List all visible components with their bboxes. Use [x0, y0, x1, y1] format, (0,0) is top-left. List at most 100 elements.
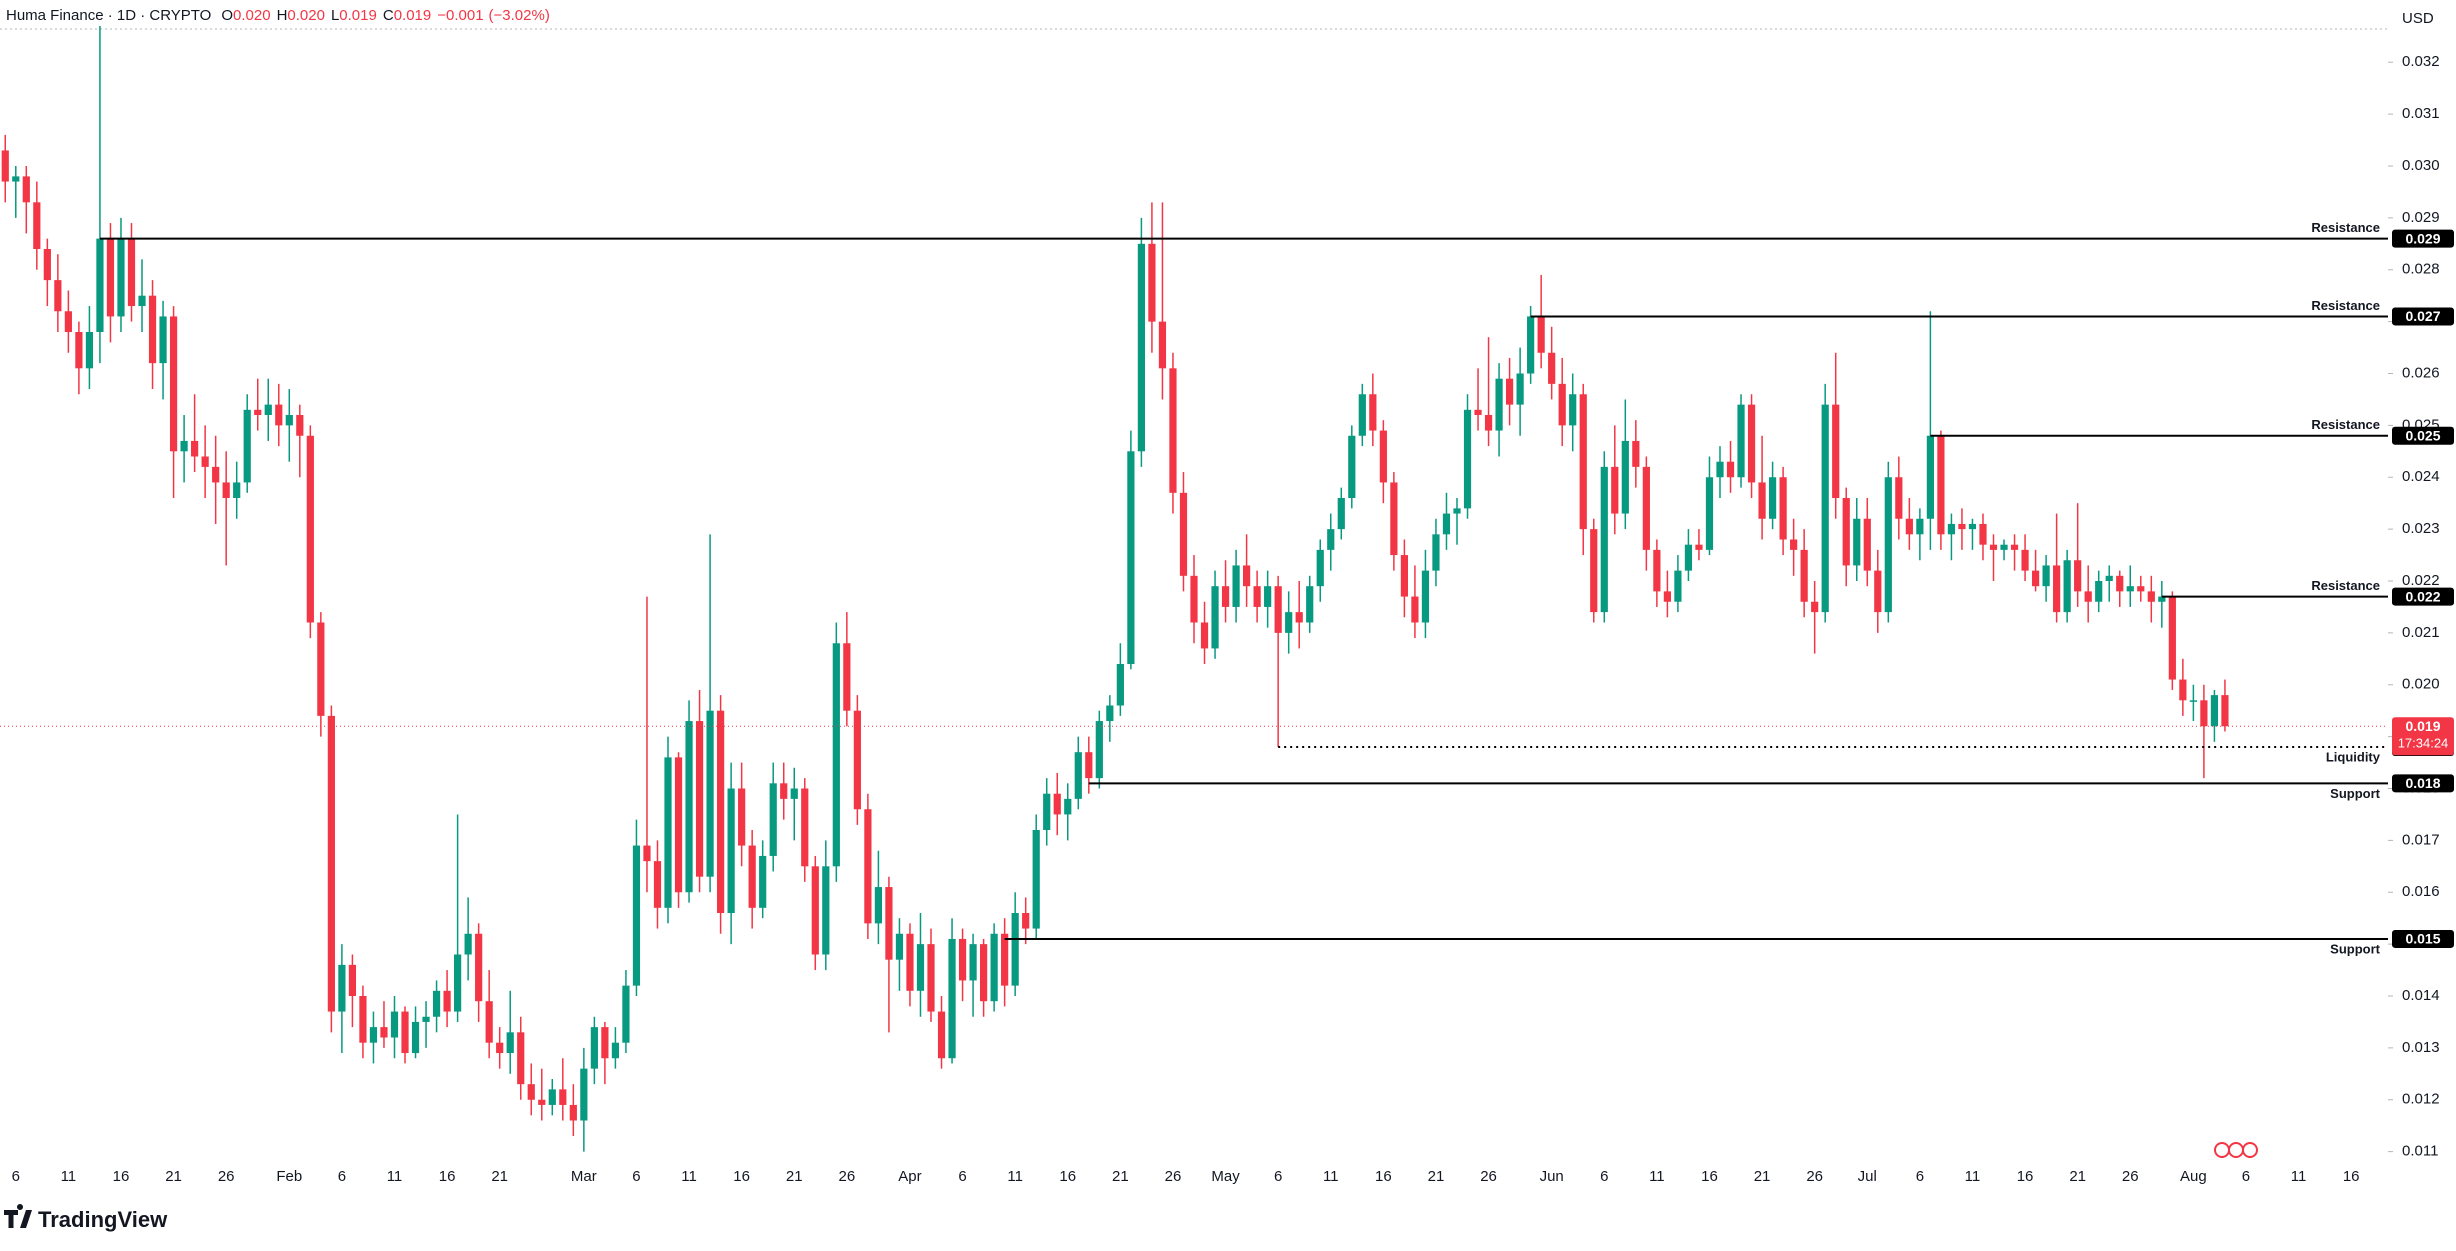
x-tick-label: 16 [2017, 1168, 2034, 1185]
candle-body [275, 404, 283, 426]
x-tick-label: May [1211, 1168, 1240, 1185]
candle-body [1074, 752, 1082, 799]
y-tick-label: 0.026 [2402, 364, 2440, 381]
candle-body [853, 710, 861, 810]
candle-body [359, 996, 367, 1043]
candle-body [1022, 913, 1030, 929]
price-boxes: 0.0290.0270.0250.0220.0190.0180.0150.019… [2392, 229, 2454, 948]
candle-body [327, 715, 335, 1012]
candle-body [201, 456, 209, 467]
x-tick-label: Mar [571, 1168, 597, 1185]
candle-body [411, 1021, 420, 1054]
level-name: Support [2330, 941, 2380, 956]
level-price: 0.029 [2405, 230, 2440, 246]
y-tick-label: 0.032 [2402, 53, 2440, 70]
level-price: 0.018 [2405, 775, 2440, 791]
candle-body [2116, 575, 2124, 592]
candle-body [1316, 549, 1324, 587]
x-tick-label: 11 [387, 1168, 403, 1185]
candle-body [464, 933, 472, 955]
x-tick-label: Apr [898, 1168, 921, 1185]
candle-body [1800, 549, 1808, 602]
x-tick-label: 11 [1323, 1168, 1339, 1185]
candle-body [1642, 466, 1650, 550]
level-name: Liquidity [2326, 749, 2381, 764]
candle-body [2189, 700, 2197, 702]
x-tick-label: 26 [839, 1168, 856, 1185]
x-tick-label: 11 [1007, 1168, 1023, 1185]
change-percent: (−3.02%) [489, 7, 550, 24]
x-tick-label: 21 [1754, 1168, 1771, 1185]
candle-body [1158, 321, 1167, 369]
candle-body [1558, 383, 1566, 426]
candle-body [1779, 477, 1787, 540]
candle-body [1253, 586, 1261, 607]
candle-body [1358, 394, 1366, 436]
candle-body [790, 788, 798, 799]
candle-body [580, 1068, 588, 1121]
candle-body [1379, 430, 1387, 483]
candle-body [695, 721, 704, 877]
candle-body [2221, 695, 2229, 727]
event-icon [2214, 1142, 2230, 1158]
candle-body [1663, 591, 1671, 602]
y-tick-label: 0.028 [2402, 261, 2440, 278]
last-price-box [2392, 717, 2454, 756]
candle-body [601, 1027, 609, 1059]
candle-body [1032, 830, 1040, 929]
level-price-box [2392, 929, 2454, 948]
x-tick-label: 16 [1701, 1168, 1718, 1185]
candle-body [717, 710, 725, 913]
x-tick-label: 6 [1600, 1168, 1608, 1185]
x-tick-label: 16 [1059, 1168, 1076, 1185]
candle-body [317, 622, 325, 716]
x-tick-label: 16 [733, 1168, 750, 1185]
x-tick-label: Jul [1858, 1168, 1877, 1185]
candle-body [12, 176, 20, 182]
y-tick-label: 0.022 [2402, 572, 2440, 589]
candle-body [674, 757, 683, 893]
ohlc-value: 0.019 [394, 7, 432, 24]
candle-body [1463, 409, 1472, 509]
level-price: 0.022 [2405, 588, 2440, 604]
x-tick-label: 26 [1480, 1168, 1497, 1185]
ohlc-value: 0.020 [287, 7, 325, 24]
candle-body [1137, 243, 1146, 452]
level-price: 0.015 [2405, 931, 2440, 947]
event-icon [2228, 1142, 2244, 1158]
candle-body [1200, 622, 1209, 649]
candle-body [706, 710, 714, 877]
candle-body [2147, 591, 2155, 602]
candle-body [1705, 477, 1714, 550]
candle-body [127, 238, 136, 307]
candle-body [475, 933, 483, 1002]
candle-body [1400, 555, 1408, 597]
x-tick-label: 21 [2069, 1168, 2086, 1185]
candle-body [811, 866, 819, 955]
x-tick-label: 6 [958, 1168, 966, 1185]
candle-body [632, 845, 641, 986]
candle-body [2084, 591, 2092, 602]
logo-mark [4, 1204, 32, 1228]
candle-body [212, 466, 220, 483]
candle-body [1905, 518, 1913, 535]
candle-body [254, 409, 262, 415]
candle-body [916, 944, 925, 991]
x-tick-label: Aug [2180, 1168, 2207, 1185]
candle-body [727, 788, 735, 913]
x-tick-label: 16 [439, 1168, 456, 1185]
candle-body [958, 938, 967, 981]
countdown: 17:34:24 [2398, 736, 2449, 751]
candle-body [54, 280, 62, 312]
candle-body [1842, 498, 1850, 566]
candle-body [527, 1084, 535, 1100]
candle-body [1306, 586, 1314, 623]
candle-body [1432, 534, 1440, 571]
candle-body [496, 1042, 504, 1054]
symbol: Huma Finance · 1D · CRYPTO [6, 7, 211, 24]
ohlc-key: O [221, 7, 233, 24]
x-tick-label: 16 [113, 1168, 130, 1185]
candle-body [1579, 394, 1587, 530]
candle-body [1884, 477, 1892, 613]
